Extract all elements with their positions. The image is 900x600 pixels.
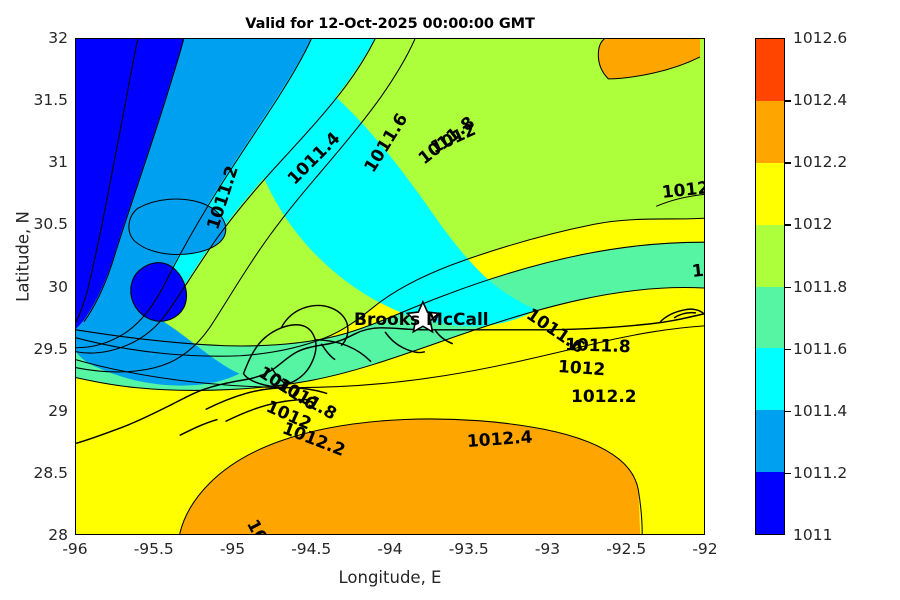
y-tick-29: 29: [48, 401, 68, 420]
colorbar-tickmark-6: [785, 410, 791, 413]
colorbar-band-4: [756, 286, 784, 349]
colorbar-band-6: [756, 410, 784, 473]
y-axis-tick-labels: 32 31.5 31 30.5 30 29.5 29 28.5 28: [4, 29, 68, 544]
x-tick-neg96: -96: [62, 540, 88, 558]
colorbar-tickmark-1: [785, 100, 791, 102]
colorbar-tickmark-4: [785, 286, 791, 288]
x-tick-neg92: -92: [692, 540, 718, 558]
colorbar-band-7: [756, 472, 784, 534]
colorbar-band-0: [756, 39, 784, 101]
colorbar-tick-1011-2: 1011.2: [793, 463, 848, 482]
colorbar-band-2: [756, 162, 784, 225]
y-tick-32: 32: [48, 29, 68, 47]
contour-label-1011-8-9: 1011.8: [564, 335, 631, 358]
x-tick-neg94: -94: [377, 540, 403, 558]
x-tick-neg94-5: -94.5: [291, 540, 332, 558]
colorbar-tick-1011: 1011: [793, 526, 833, 544]
x-axis-title: Longitude, E: [338, 568, 442, 587]
contour-plot-area: 1011.21011.41011.61011.810121012.2101210…: [75, 38, 705, 535]
contour-label-1012-10: 1012: [557, 357, 606, 381]
colorbar: [755, 38, 785, 535]
y-tick-31: 31: [48, 153, 68, 172]
colorbar-band-1: [756, 100, 784, 163]
y-tick-28: 28: [48, 526, 68, 544]
page-title: Valid for 12-Oct-2025 00:00:00 GMT: [245, 16, 535, 32]
station-label: Brooks McCall: [354, 310, 489, 330]
colorbar-tick-1011-4: 1011.4: [793, 401, 848, 420]
station-marker-star[interactable]: [405, 299, 441, 334]
colorbar-tick-1012: 1012: [793, 215, 833, 234]
x-tick-neg95: -95: [219, 540, 246, 558]
x-tick-neg92-5: -92.5: [606, 540, 647, 558]
y-axis-title: Latitude, N: [13, 211, 33, 302]
y-tick-28-5: 28.5: [33, 463, 68, 482]
colorbar-tickmark-5: [785, 348, 791, 351]
y-tick-30-5: 30.5: [33, 215, 68, 234]
contour-plot-svg: [76, 39, 704, 534]
x-tick-neg93-5: -93.5: [448, 540, 489, 558]
colorbar-tick-1011-8: 1011.8: [793, 277, 848, 296]
colorbar-tick-labels: 1012.6 1012.4 1012.2 1012 1011.8 1011.6 1011.4…: [785, 29, 900, 544]
colorbar-band-3: [756, 224, 784, 287]
filled-contour-bands: [76, 39, 704, 534]
x-tick-neg95-5: -95.5: [133, 540, 174, 558]
y-tick-31-5: 31.5: [33, 91, 68, 110]
colorbar-tick-1012-6: 1012.6: [793, 29, 848, 47]
coastline: [76, 304, 704, 445]
x-axis-tick-labels: -96 -95.5 -95 -94.5 -94 -93.5 -93 -92.5 -92: [62, 540, 717, 564]
contour-lines: [76, 39, 704, 534]
x-tick-neg93: -93: [534, 540, 561, 558]
contour-label-1012-2-11: 1012.2: [571, 387, 637, 407]
colorbar-tick-1012-4: 1012.4: [793, 91, 848, 110]
y-tick-30: 30: [48, 277, 68, 296]
colorbar-tick-1011-6: 1011.6: [793, 339, 848, 358]
colorbar-tickmark-3: [785, 224, 791, 226]
y-tick-29-5: 29.5: [33, 339, 68, 358]
colorbar-tickmark-7: [785, 472, 791, 475]
colorbar-band-5: [756, 348, 784, 411]
colorbar-tick-1012-2: 1012.2: [793, 153, 848, 172]
colorbar-tickmark-2: [785, 162, 791, 164]
